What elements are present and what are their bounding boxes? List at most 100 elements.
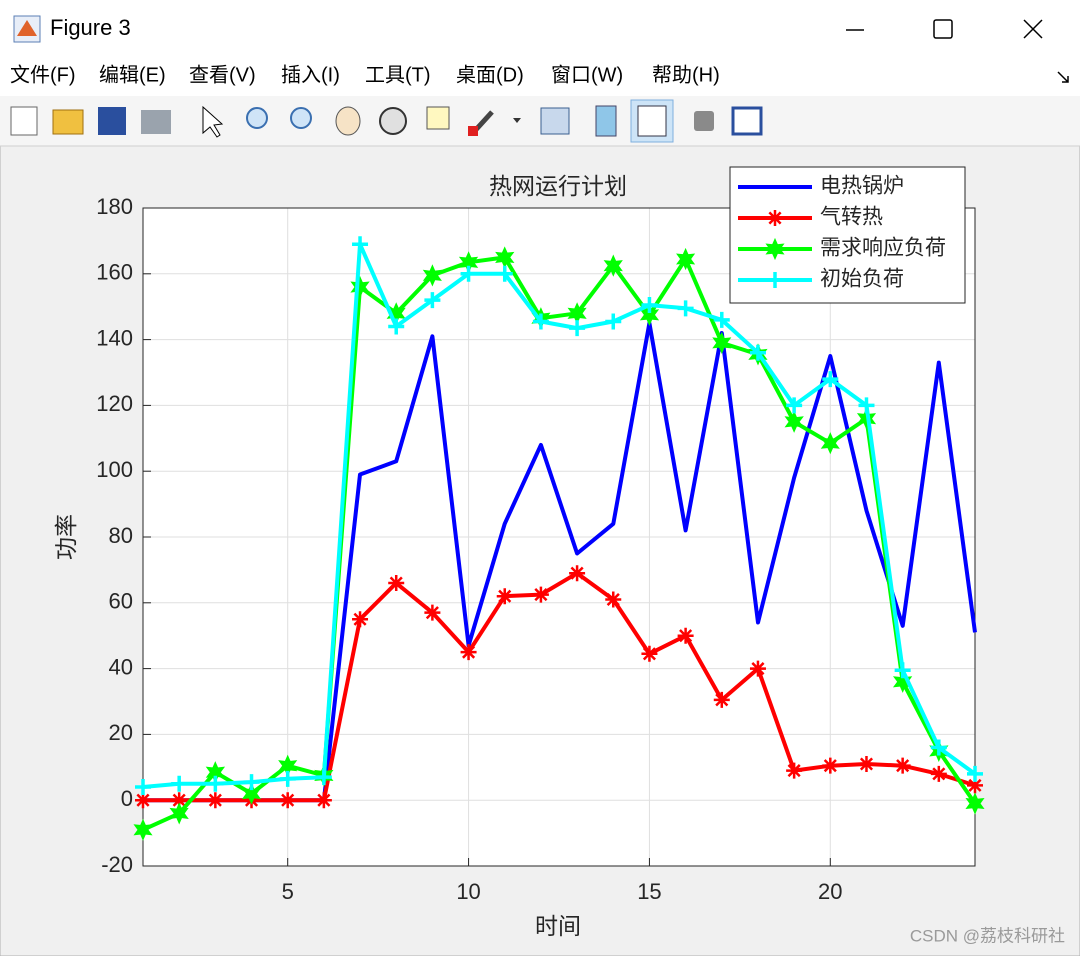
legend-marker (765, 237, 785, 261)
toolbar-icons (10, 99, 763, 143)
marker (892, 670, 913, 693)
marker (569, 565, 586, 582)
colorbar-icon[interactable] (595, 105, 617, 137)
menu-dock-icon[interactable] (1057, 71, 1069, 83)
marker (315, 769, 332, 786)
x-tick-label: 20 (818, 879, 842, 904)
y-tick-label: 40 (109, 654, 133, 679)
marker (858, 756, 875, 773)
legend-label: 需求响应负荷 (820, 237, 946, 260)
maximize-button[interactable] (933, 19, 953, 39)
brush-dropdown[interactable] (513, 118, 521, 123)
series (135, 236, 983, 796)
marker (858, 397, 875, 414)
marker (135, 779, 151, 796)
marker (350, 275, 370, 299)
marker (532, 586, 549, 603)
menu-item[interactable]: 编辑(E) (99, 63, 166, 86)
marker (207, 775, 224, 792)
x-tick-label: 10 (456, 879, 480, 904)
legend-marker (767, 210, 783, 226)
menu-item[interactable]: 帮助(H) (652, 63, 720, 86)
marker (171, 775, 188, 792)
marker (388, 318, 405, 335)
marker (930, 765, 947, 782)
marker (894, 662, 911, 679)
marker (713, 691, 730, 708)
x-axis-label: 时间 (535, 913, 581, 939)
marker (820, 432, 840, 455)
pointer-icon[interactable] (202, 105, 224, 138)
x-tick-label: 5 (282, 879, 294, 904)
marker (424, 604, 441, 621)
marker (169, 802, 189, 825)
dock-icon[interactable] (731, 106, 763, 136)
link-icon[interactable] (540, 107, 570, 135)
marker (241, 782, 262, 805)
app-icon-logo (17, 20, 37, 36)
menu-item[interactable]: 插入(I) (281, 63, 340, 86)
menu-bar (0, 58, 1080, 96)
marker (967, 777, 983, 794)
series (135, 565, 983, 809)
legend-icon (637, 105, 667, 137)
pan-icon[interactable] (335, 106, 361, 136)
window-title: Figure 3 (50, 15, 131, 40)
marker (315, 792, 332, 809)
marker (784, 410, 804, 433)
marker (677, 627, 694, 644)
marker (352, 611, 369, 628)
marker (641, 297, 658, 314)
y-tick-label: 100 (96, 457, 133, 482)
y-tick-label: 20 (109, 720, 133, 745)
legend-label: 初始负荷 (820, 268, 904, 291)
zoom-out-icon[interactable] (290, 107, 312, 129)
new-icon[interactable] (10, 106, 38, 136)
marker (496, 265, 513, 282)
marker (749, 660, 766, 677)
print-icon[interactable] (141, 110, 171, 134)
marker (422, 264, 442, 287)
marker (713, 311, 730, 328)
menu-item[interactable]: 查看(V) (189, 63, 256, 86)
marker (605, 591, 622, 608)
y-tick-label: 80 (109, 523, 133, 548)
close-button[interactable] (1023, 19, 1043, 39)
marker (496, 588, 513, 605)
save-icon[interactable] (98, 107, 126, 135)
marker (605, 313, 622, 330)
marker (135, 792, 151, 809)
rotate-icon[interactable] (379, 107, 407, 135)
watermark: CSDN @荔枝科研社 (910, 926, 1065, 945)
x-tick-label: 15 (637, 879, 661, 904)
marker (279, 770, 296, 787)
marker (894, 757, 911, 774)
y-tick-label: 0 (121, 786, 133, 811)
datatip-icon[interactable] (426, 106, 450, 130)
menu-item[interactable]: 文件(F) (10, 63, 76, 86)
legend-label: 气转热 (820, 206, 883, 229)
marker (712, 331, 732, 354)
hide-tools-icon[interactable] (694, 111, 714, 131)
y-tick-label: 60 (109, 589, 133, 614)
menu-item[interactable]: 窗口(W) (551, 63, 623, 86)
marker (965, 792, 985, 815)
marker (532, 313, 549, 330)
marker (388, 575, 405, 592)
menu-item[interactable]: 桌面(D) (456, 63, 524, 86)
marker (133, 818, 153, 841)
marker (352, 236, 369, 253)
y-tick-label: 140 (96, 325, 133, 350)
axes-box (142, 207, 976, 867)
marker (677, 300, 694, 317)
zoom-in-icon[interactable] (246, 107, 268, 129)
brush-color (468, 126, 478, 136)
marker (639, 303, 660, 326)
marker (243, 774, 260, 791)
marker (171, 792, 188, 809)
y-tick-label: 120 (96, 391, 133, 416)
open-icon[interactable] (52, 109, 84, 135)
menu-item[interactable]: 工具(T) (365, 64, 431, 86)
marker (786, 762, 803, 779)
